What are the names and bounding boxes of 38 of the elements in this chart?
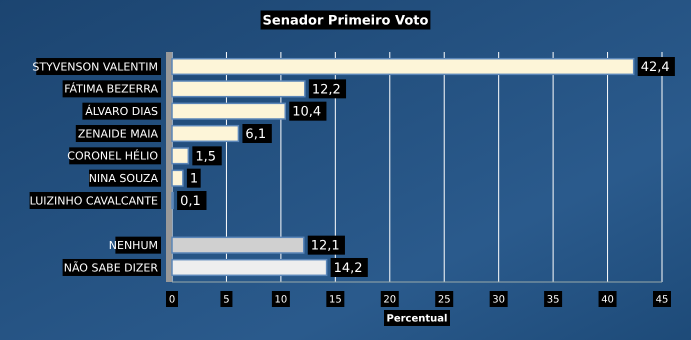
data-label: 1 [190,172,198,187]
data-label: 14,2 [334,261,363,276]
bar [171,58,634,76]
y-tick-label: CORONEL HÉLIO [67,148,158,163]
data-label: 6,1 [245,127,266,142]
x-tick-label: 10 [274,294,288,306]
x-tick-label: 5 [223,294,230,306]
x-tick-label: 15 [328,294,342,306]
x-tick-label: 45 [656,294,668,306]
data-label: 1,5 [195,149,216,164]
data-label: 12,1 [310,238,340,254]
x-tick-label: 0 [168,294,176,306]
bar [171,236,305,254]
bar [171,258,328,276]
x-tick-label: 20 [383,294,396,306]
data-label: 42,4 [640,60,670,76]
bar [171,80,306,98]
data-label: 10,4 [292,104,322,120]
bar [171,170,184,187]
y-tick-label: ÁLVARO DIAS [85,104,158,118]
data-label: 12,2 [312,82,341,98]
chart-title: Senador Primeiro Voto [262,14,429,29]
x-tick-label: 35 [546,294,560,306]
y-tick-label: NENHUM [108,239,158,252]
data-label: 0,1 [180,194,201,210]
y-tick-label: FÁTIMA BEZERRA [64,82,158,96]
x-tick-label: 30 [492,294,506,306]
x-axis-title: Percentual [386,314,448,324]
y-tick-label: NINA SOUZA [88,172,158,186]
y-tick-label: ZENAIDE MAIA [78,127,158,140]
x-tick-label: 25 [438,294,451,306]
bar [171,147,190,164]
bar [171,124,240,142]
y-tick-label: STYVENSON VALENTIM [32,60,158,74]
x-tick-label: 40 [601,294,614,306]
y-tick-label: NÃO SABE DIZER [64,260,158,274]
y-tick-label: LUIZINHO CAVALCANTE [30,194,158,208]
bar [171,102,286,120]
